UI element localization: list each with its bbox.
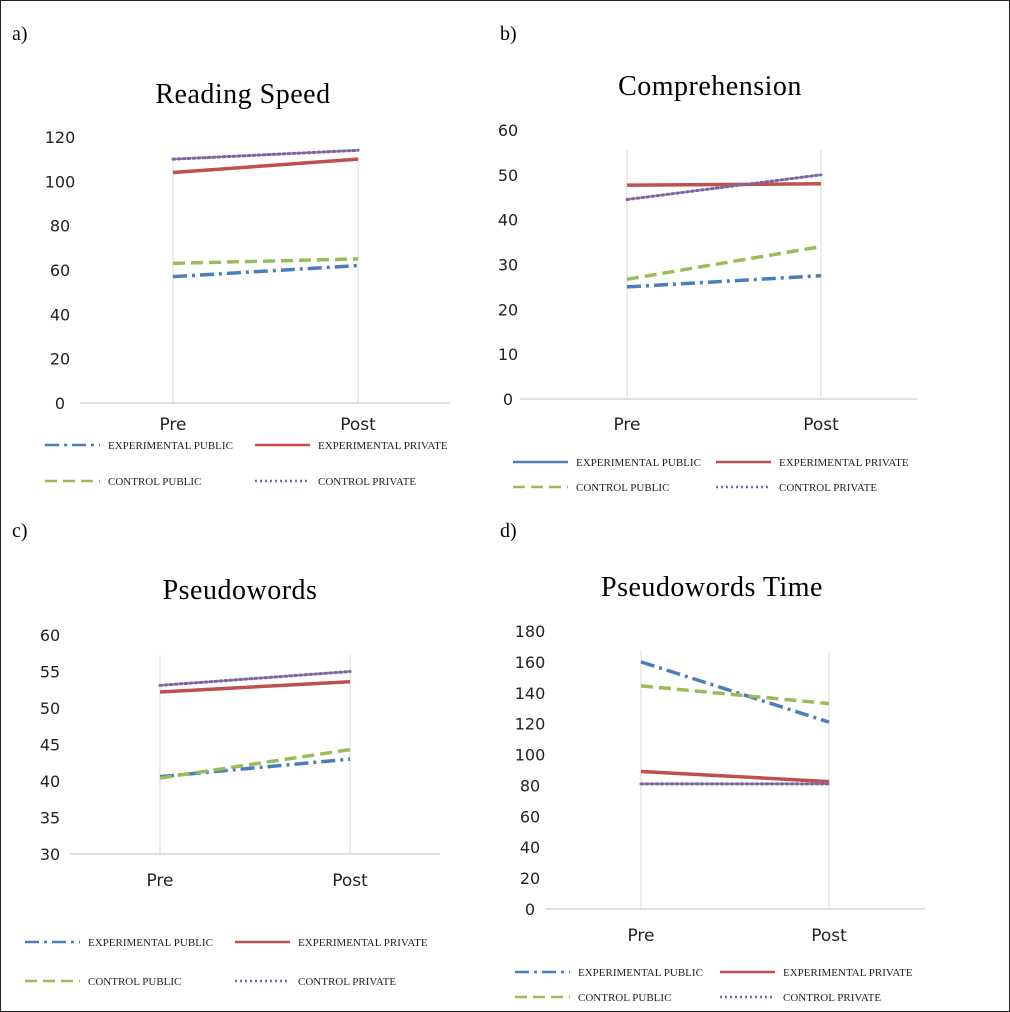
y-tick-label: 40 <box>520 838 540 857</box>
series-line <box>625 173 823 201</box>
y-tick-label: 35 <box>40 809 60 828</box>
x-tick-label: Post <box>803 415 839 435</box>
chart-title: Comprehension <box>618 71 802 102</box>
series-line <box>640 684 830 706</box>
legend-label: CONTROL PRIVATE <box>783 992 881 1004</box>
x-tick-label: Pre <box>613 415 640 435</box>
chart-title: Pseudowords <box>163 575 318 606</box>
legend-label: CONTROL PUBLIC <box>108 476 201 488</box>
y-tick-label: 50 <box>498 166 518 185</box>
x-tick-label: Post <box>340 415 376 435</box>
legend-label: CONTROL PRIVATE <box>318 476 416 488</box>
series-line <box>640 769 830 784</box>
panel-letter: d) <box>500 520 517 542</box>
y-tick-label: 30 <box>498 256 518 275</box>
y-tick-label: 20 <box>520 869 540 888</box>
chart-panel-2: b) Comprehension 0 10 20 30 40 50 60 Pre Post EXPER… <box>498 23 917 494</box>
series-line <box>171 148 360 161</box>
y-tick-label: 60 <box>520 807 540 826</box>
series-line <box>159 747 351 780</box>
y-tick-label: 60 <box>50 261 70 280</box>
series-line <box>172 157 359 175</box>
chart-panel-3: c) Pseudowords 30 35 40 45 50 55 60 Pre Post EXPERI… <box>12 520 440 988</box>
y-tick-label: 120 <box>515 715 546 734</box>
panel-letter: b) <box>500 23 517 45</box>
x-tick-label: Pre <box>159 415 186 435</box>
y-tick-label: 100 <box>45 172 76 191</box>
y-tick-label: 0 <box>525 900 535 919</box>
y-tick-label: 50 <box>40 699 60 718</box>
series-line <box>159 757 351 779</box>
y-tick-label: 100 <box>515 746 546 765</box>
y-tick-label: 60 <box>498 121 518 140</box>
y-tick-label: 140 <box>515 684 546 703</box>
x-tick-label: Pre <box>146 871 173 891</box>
x-tick-label: Post <box>811 926 847 946</box>
y-tick-label: 30 <box>40 845 60 864</box>
legend-label: CONTROL PRIVATE <box>298 976 396 988</box>
legend-label: EXPERIMENTAL PRIVATE <box>783 967 913 979</box>
series-line <box>159 679 351 694</box>
chart-title: Reading Speed <box>155 79 330 110</box>
legend-label: CONTROL PUBLIC <box>576 482 669 494</box>
series-line <box>172 257 359 266</box>
series-line <box>172 263 359 279</box>
y-tick-label: 80 <box>50 217 70 236</box>
y-tick-label: 120 <box>45 128 76 147</box>
series-line <box>626 182 822 187</box>
y-tick-label: 160 <box>515 653 546 672</box>
y-tick-label: 20 <box>50 350 70 369</box>
chart-title: Pseudowords Time <box>601 572 823 603</box>
y-tick-label: 60 <box>40 626 60 645</box>
legend-label: CONTROL PUBLIC <box>578 992 671 1004</box>
y-tick-label: 0 <box>55 394 65 413</box>
x-tick-label: Post <box>332 871 368 891</box>
y-tick-label: 40 <box>40 772 60 791</box>
legend-label: CONTROL PUBLIC <box>88 976 181 988</box>
chart-panel-4: d) Pseudowords Time 0 20 40 60 80 100 120 140 160 1… <box>500 520 925 1004</box>
series-line <box>640 660 830 724</box>
legend-label: EXPERIMENTAL PUBLIC <box>88 937 213 949</box>
y-tick-label: 20 <box>498 300 518 319</box>
panel-letter: a) <box>12 23 28 45</box>
legend-label: EXPERIMENTAL PUBLIC <box>108 440 233 452</box>
x-tick-label: Pre <box>627 926 654 946</box>
y-tick-label: 180 <box>515 622 546 641</box>
chart-panel-1: a) Reading Speed 0 20 40 60 80 100 120 Pre Post EXP… <box>12 23 450 488</box>
legend-label: CONTROL PRIVATE <box>779 482 877 494</box>
y-tick-label: 45 <box>40 736 60 755</box>
y-tick-label: 55 <box>40 663 60 682</box>
y-tick-label: 80 <box>520 776 540 795</box>
y-tick-label: 0 <box>503 390 513 409</box>
legend-label: EXPERIMENTAL PRIVATE <box>298 937 428 949</box>
legend-label: EXPERIMENTAL PUBLIC <box>576 457 701 469</box>
legend-label: EXPERIMENTAL PUBLIC <box>578 967 703 979</box>
y-tick-label: 10 <box>498 345 518 364</box>
panel-letter: c) <box>12 520 28 542</box>
legend-label: EXPERIMENTAL PRIVATE <box>318 440 448 452</box>
series-line <box>626 244 822 282</box>
series-line <box>626 273 822 289</box>
series-line <box>158 670 352 687</box>
y-tick-label: 40 <box>498 211 518 230</box>
y-tick-label: 40 <box>50 305 70 324</box>
legend-label: EXPERIMENTAL PRIVATE <box>779 457 909 469</box>
